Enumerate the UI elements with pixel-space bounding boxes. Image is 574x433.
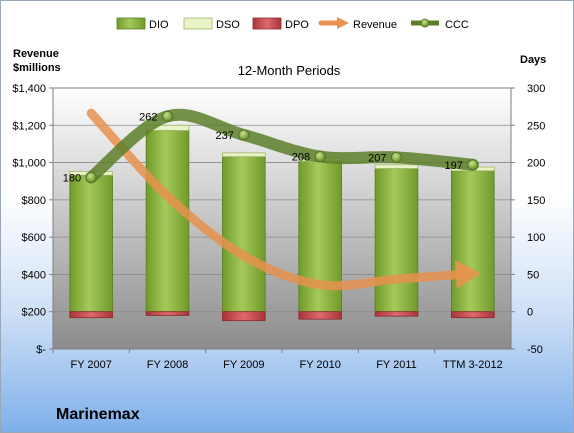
right-tick-label: 300 xyxy=(527,83,545,95)
ccc-point xyxy=(162,110,173,122)
bar-dio xyxy=(69,174,113,313)
bar-dpo xyxy=(145,311,190,316)
legend-label-dpo: DPO xyxy=(285,19,309,31)
left-tick-label: $- xyxy=(36,344,46,356)
legend-marker-ccc xyxy=(420,18,430,28)
legend-item-revenue: Revenue xyxy=(318,17,397,31)
bar-dpo xyxy=(298,311,342,320)
x-tick-label: FY 2008 xyxy=(147,359,188,371)
left-tick-label: $1,400 xyxy=(12,83,46,95)
legend-swatch-dio xyxy=(116,17,146,30)
ccc-point xyxy=(85,172,97,183)
bar-dpo xyxy=(451,311,495,319)
left-tick-label: $800 xyxy=(22,195,46,207)
right-tick-label: 150 xyxy=(527,195,545,207)
bar-dso xyxy=(222,152,266,158)
right-tick-label: 250 xyxy=(527,120,545,132)
left-axis-title-line2: $millions xyxy=(13,62,61,74)
x-tick-label: FY 2010 xyxy=(299,359,340,371)
left-axis-title-line1: Revenue xyxy=(13,48,59,60)
plot-area xyxy=(52,87,512,350)
x-tick-label: TTM 3-2012 xyxy=(443,359,503,371)
ccc-point xyxy=(314,151,326,163)
left-tick-label: $200 xyxy=(22,307,46,319)
x-axis: FY 2007 FY 2008 FY 2009 FY 2010 FY 2011 TTM 3… xyxy=(52,349,503,371)
left-tick-label: $1,200 xyxy=(12,120,46,132)
bar-dio xyxy=(374,168,419,313)
ccc-data-label: 237 xyxy=(215,130,233,142)
bars xyxy=(69,124,495,322)
legend-label-dso: DSO xyxy=(216,19,240,31)
legend-item-dpo: DPO xyxy=(252,17,309,31)
bar-dso xyxy=(374,164,419,169)
bar-dio xyxy=(145,130,190,313)
right-tick-label: 0 xyxy=(527,307,533,319)
legend-arrowhead-revenue xyxy=(337,17,349,29)
right-tick-label: -50 xyxy=(527,344,543,356)
chart-title: 12-Month Periods xyxy=(238,63,341,78)
ccc-point xyxy=(391,151,402,163)
legend-label-ccc: CCC xyxy=(445,19,469,31)
ccc-data-label: 262 xyxy=(139,111,157,123)
legend-item-dso: DSO xyxy=(183,17,240,31)
right-tick-label: 50 xyxy=(527,269,539,281)
bar-dio xyxy=(451,170,495,313)
bar-dio xyxy=(222,156,266,313)
right-tick-label: 100 xyxy=(527,232,545,244)
ccc-data-label: 197 xyxy=(444,160,462,172)
legend-swatch-dpo xyxy=(252,17,282,30)
ccc-point xyxy=(238,129,250,141)
x-tick-label: FY 2011 xyxy=(376,359,417,371)
right-axis: -50 0 50 100 150 200 250 300 xyxy=(511,83,545,356)
legend: DIO DSO DPO Revenue CCC xyxy=(116,17,469,31)
bar-dpo xyxy=(374,311,419,317)
left-tick-label: $400 xyxy=(22,269,46,281)
company-name: Marinemax xyxy=(56,406,140,423)
ccc-point xyxy=(467,159,479,171)
left-tick-label: $1,000 xyxy=(12,158,46,170)
x-tick-label: FY 2009 xyxy=(223,359,264,371)
ccc-data-label: 208 xyxy=(292,152,310,164)
revenue-series xyxy=(86,108,481,291)
revenue-arrowhead xyxy=(454,259,481,289)
ccc-series: 180 262 237 208 207 197 xyxy=(63,108,479,184)
right-tick-label: 200 xyxy=(527,158,545,170)
legend-label-revenue: Revenue xyxy=(353,19,397,31)
ccc-data-label: 180 xyxy=(63,172,81,184)
x-tick-label: FY 2007 xyxy=(70,359,111,371)
left-axis: $- $200 $400 $600 $800 $1,000 $1,200 $1,400 xyxy=(12,83,53,356)
legend-swatch-dso xyxy=(183,17,213,30)
chart-svg: DIO DSO DPO Revenue CCC Revenue xyxy=(12,17,546,371)
bar-dpo xyxy=(69,311,113,319)
right-axis-title: Days xyxy=(520,54,546,66)
legend-item-dio: DIO xyxy=(116,17,169,31)
ccc-data-label: 207 xyxy=(368,152,386,164)
legend-item-ccc: CCC xyxy=(411,18,469,31)
left-tick-label: $600 xyxy=(22,232,46,244)
bar-dpo xyxy=(222,311,266,322)
legend-label-dio: DIO xyxy=(149,19,169,31)
revenue-line xyxy=(86,108,464,291)
